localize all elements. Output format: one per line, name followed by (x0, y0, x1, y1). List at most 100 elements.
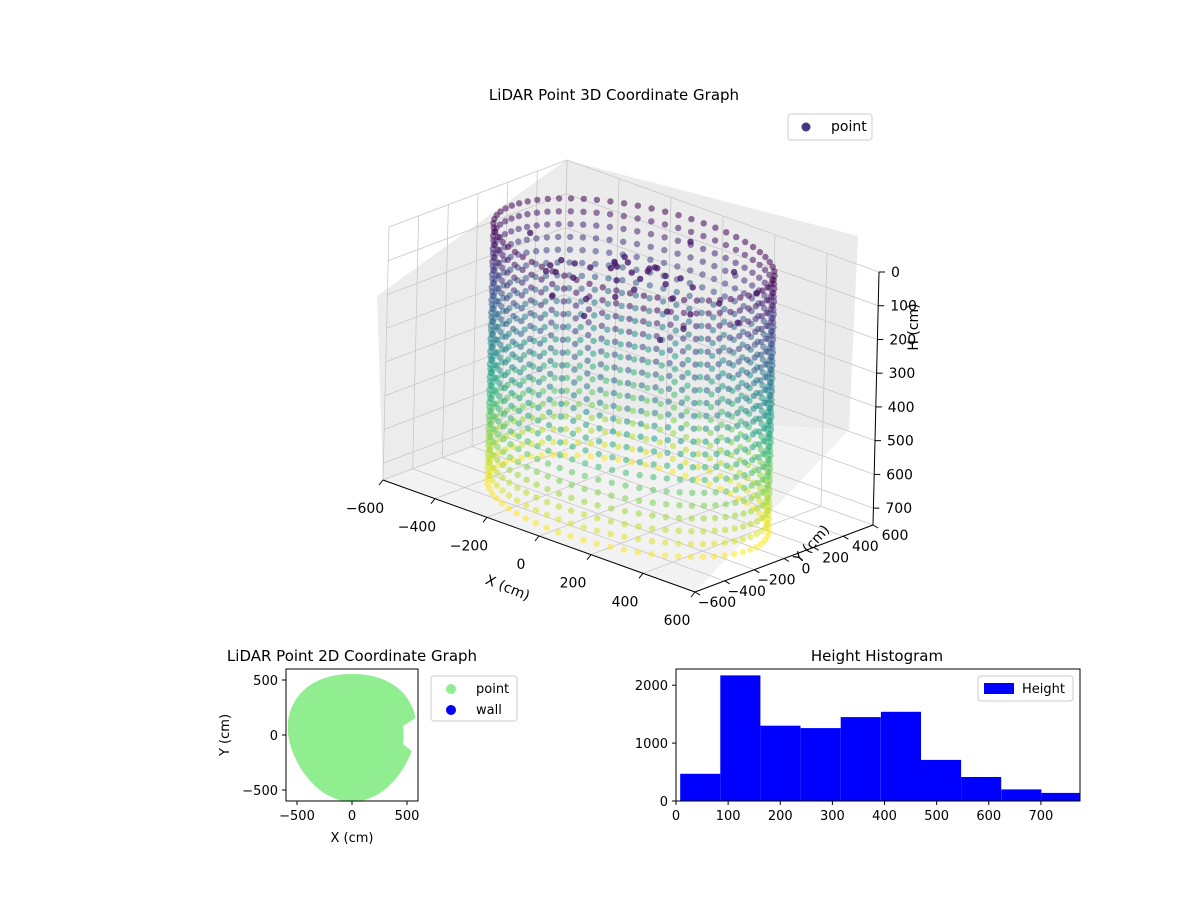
data-point-3d (581, 472, 589, 480)
data-point-3d (613, 263, 621, 270)
data-point-3d (497, 302, 505, 310)
y-tick-label-2d: 500 (253, 674, 278, 689)
data-point-3d (762, 348, 770, 355)
data-point-3d (598, 335, 605, 342)
data-point-3d (665, 411, 672, 418)
data-point-3d (749, 269, 756, 276)
data-point-3d (763, 322, 770, 330)
data-point-3d (566, 259, 573, 266)
data-point-3d (741, 251, 749, 259)
data-point-3d (525, 386, 532, 394)
data-point-3d (736, 307, 744, 314)
data-point-3d (576, 349, 584, 356)
data-point-3d (635, 510, 642, 517)
data-point-3d (732, 486, 739, 494)
data-point-3d (682, 472, 689, 479)
data-point-3d (578, 285, 585, 292)
data-point-3d (759, 489, 766, 496)
data-point-3d (753, 290, 761, 297)
data-point-3d (564, 361, 571, 369)
data-point-3d (676, 476, 684, 483)
data-point-3d (763, 297, 771, 304)
data-point-3d (523, 223, 531, 231)
data-point-3d (587, 264, 594, 271)
data-point-3d (574, 439, 582, 446)
data-point-3d (744, 331, 752, 338)
data-point-3d (760, 317, 768, 325)
data-point-3d (734, 384, 742, 391)
y-tick-label-3d: 200 (822, 550, 849, 566)
data-point-3d (632, 279, 640, 286)
data-point-3d (697, 361, 704, 368)
data-point-3d (678, 425, 685, 432)
y-axis-label-2d: Y (cm) (218, 714, 233, 757)
data-point-3d (611, 351, 618, 358)
data-point-3d (664, 462, 671, 469)
data-point-3d (634, 202, 642, 209)
point-region-2d (287, 674, 416, 801)
data-point-3d (688, 215, 695, 223)
data-point-3d (504, 269, 511, 276)
data-point-3d (540, 349, 548, 356)
data-point-3d (537, 301, 545, 309)
data-point-3d (510, 300, 517, 307)
data-point-3d (553, 285, 561, 292)
data-point-3d (753, 530, 760, 538)
data-point-3d (691, 399, 698, 407)
data-point-3d (681, 296, 688, 304)
data-point-3d (745, 318, 752, 325)
data-point-3d (519, 403, 527, 410)
data-point-3d (742, 433, 749, 440)
data-point-3d (502, 218, 509, 225)
data-point-3d (691, 374, 699, 381)
x-tick-label-histogram: 0 (672, 809, 680, 824)
data-point-3d (635, 497, 643, 504)
data-point-3d (525, 412, 532, 419)
data-point-3d (647, 230, 655, 238)
data-point-3d (562, 438, 569, 446)
data-point-3d (536, 366, 543, 373)
data-point-3d (549, 280, 556, 288)
data-point-3d (680, 335, 687, 342)
legend-2d-label-wall: wall (476, 703, 502, 718)
data-point-3d (732, 499, 739, 506)
data-point-3d (554, 246, 562, 253)
data-point-3d (569, 430, 577, 437)
data-point-3d (595, 438, 603, 445)
data-point-3d (707, 442, 714, 449)
data-point-3d (649, 525, 656, 532)
y-tick-label-3d: 600 (882, 528, 909, 544)
data-point-3d (706, 480, 713, 488)
data-point-3d (686, 292, 693, 300)
data-point-3d (606, 223, 613, 231)
data-point-3d (486, 472, 493, 479)
data-point-3d (755, 454, 762, 461)
data-point-3d (598, 348, 605, 355)
data-point-3d (756, 415, 763, 422)
data-point-3d (497, 341, 504, 348)
data-point-3d (731, 550, 738, 558)
data-point-3d (740, 497, 748, 504)
data-point-3d (757, 377, 764, 384)
data-point-3d (722, 267, 729, 274)
chart-histogram: Height Histogram 0 100 200 300 400 500 600 7000… (635, 647, 1081, 824)
data-point-3d (717, 447, 725, 454)
y-tick-label-3d: −600 (698, 595, 736, 611)
data-point-3d (637, 420, 645, 428)
x-tick-label-3d: −600 (346, 501, 384, 517)
data-point-3d (690, 425, 697, 432)
data-point-3d (502, 346, 509, 353)
data-point-3d (501, 230, 509, 238)
point-cloud (484, 195, 778, 561)
data-point-3d (522, 287, 529, 295)
data-point-3d (687, 540, 695, 548)
data-point-3d (742, 238, 749, 246)
data-point-3d (734, 422, 741, 429)
data-point-3d (725, 372, 733, 380)
data-point-3d (519, 416, 526, 423)
data-point-3d (738, 392, 745, 400)
data-point-3d (754, 505, 761, 512)
data-point-3d (669, 295, 677, 302)
y-tick-label-3d: −200 (757, 573, 795, 589)
data-point-3d (490, 413, 498, 420)
